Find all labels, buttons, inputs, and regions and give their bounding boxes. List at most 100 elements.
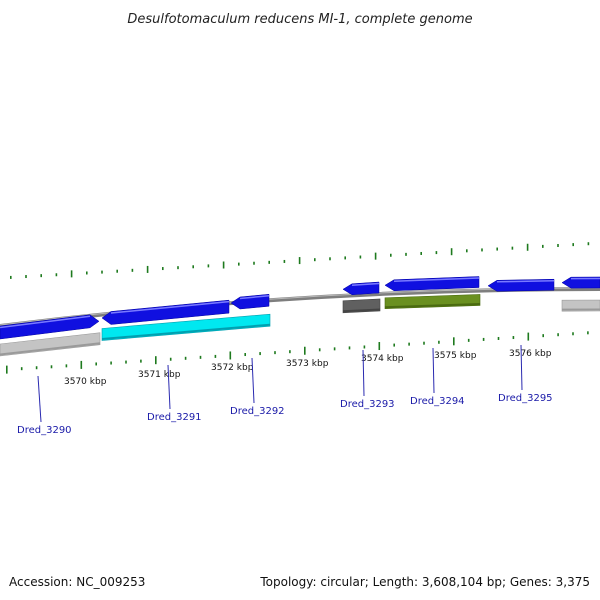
- gc-tick: [390, 253, 392, 257]
- scale-tick: [438, 340, 440, 344]
- scale-tick: [512, 336, 515, 340]
- gene-label[interactable]: Dred_3294: [410, 396, 465, 407]
- scale-tick: [50, 365, 53, 369]
- gc-tick: [207, 264, 210, 268]
- gene-box-cyan-edge: [101, 323, 271, 340]
- gc-tick: [298, 257, 301, 265]
- scale-tick: [378, 342, 381, 351]
- gene-box-gray[interactable]: [0, 332, 101, 357]
- scale-tick: [542, 334, 544, 338]
- gene-leader-line: [167, 364, 171, 410]
- scale-tick: [497, 336, 500, 340]
- kbp-label: 3576 kbp: [509, 349, 552, 359]
- gene-label[interactable]: Dred_3293: [340, 399, 395, 410]
- gc-tick: [374, 252, 377, 260]
- gene-leader-line: [37, 375, 42, 423]
- scale-tick: [35, 366, 38, 370]
- scale-tick: [110, 361, 112, 365]
- gene-label-row: Dred_3290 Dred_3291 Dred_3292 Dred_3293 Dred…: [17, 344, 553, 436]
- scale-tick: [184, 356, 187, 360]
- gene-label[interactable]: Dred_3291: [147, 412, 202, 423]
- gc-tick: [496, 247, 498, 251]
- gc-tick: [466, 249, 468, 253]
- gc-tick: [192, 265, 194, 269]
- gene-track: [0, 276, 600, 357]
- gc-tick: [131, 268, 134, 272]
- scale-tick: [214, 354, 217, 358]
- gene-label[interactable]: Dred_3292: [230, 406, 285, 417]
- gene-label[interactable]: Dred_3295: [498, 393, 553, 404]
- gc-tick: [55, 273, 58, 277]
- scale-tick: [229, 351, 232, 360]
- scale-tick: [140, 359, 142, 363]
- gc-tick: [359, 255, 362, 259]
- map-title: Desulfotomaculum reducens MI-1, complete…: [127, 12, 472, 27]
- gene-box-gray[interactable]: [561, 299, 600, 312]
- gc-tick: [116, 269, 118, 273]
- gene-label[interactable]: Dred_3290: [17, 425, 72, 436]
- scale-tick: [199, 355, 202, 359]
- gc-tick: [572, 243, 574, 247]
- gene-box-cyan[interactable]: [101, 313, 271, 341]
- gene-leader-line: [520, 344, 523, 391]
- scale-tick: [527, 332, 530, 341]
- gc-tick: [450, 248, 453, 256]
- gc-tick: [238, 262, 240, 266]
- gc-tick: [222, 261, 225, 269]
- scale-tick: [289, 350, 291, 354]
- scale-tick: [587, 331, 589, 335]
- gene-arrow[interactable]: [0, 314, 100, 340]
- scale-tick: [393, 343, 395, 347]
- gc-tick: [40, 274, 42, 278]
- gene-box-olive-edge: [384, 302, 481, 309]
- gc-tick-row: [10, 242, 590, 279]
- gc-tick: [162, 267, 164, 271]
- scale-tick: [423, 341, 425, 345]
- gene-box-gray-edge: [0, 342, 101, 356]
- scale-tick: [572, 332, 574, 336]
- gc-tick: [587, 242, 590, 246]
- gc-tick: [435, 251, 438, 255]
- scale-tick: [467, 338, 470, 342]
- gene-arrow-shine: [110, 300, 230, 314]
- gc-tick: [10, 275, 12, 279]
- scale-tick: [6, 365, 8, 374]
- gene-leader-line: [432, 347, 435, 394]
- scale-tick: [65, 364, 68, 368]
- kbp-label: 3575 kbp: [434, 351, 477, 361]
- gc-tick: [344, 256, 346, 260]
- scale-tick: [363, 345, 366, 349]
- gene-arrow[interactable]: [101, 299, 230, 325]
- gc-tick: [146, 265, 149, 273]
- gc-tick: [329, 257, 331, 261]
- scale-tick: [20, 367, 23, 371]
- genome-summary-text: Topology: circular; Length: 3,608,104 bp…: [259, 575, 590, 589]
- gc-tick: [25, 275, 27, 279]
- gc-tick: [86, 271, 88, 275]
- kbp-label: 3574 kbp: [361, 354, 404, 364]
- scale-tick: [482, 337, 485, 341]
- scale-tick: [557, 333, 559, 337]
- gc-tick: [420, 251, 422, 255]
- scale-tick: [274, 351, 276, 355]
- scale-tick: [169, 357, 172, 361]
- gc-tick: [481, 248, 483, 252]
- scale-tick: [318, 348, 321, 352]
- scale-tick: [155, 356, 157, 365]
- gc-tick: [526, 243, 529, 251]
- kbp-label: 3570 kbp: [64, 377, 107, 387]
- kbp-label: 3572 kbp: [211, 363, 254, 373]
- gene-arrow[interactable]: [561, 276, 600, 289]
- gc-tick: [557, 243, 559, 247]
- scale-tick: [348, 346, 351, 350]
- gene-leader-line: [362, 349, 365, 397]
- gc-tick: [542, 244, 544, 248]
- gene-arrow-shine: [351, 282, 380, 287]
- scale-tick: [125, 360, 127, 364]
- gc-tick: [177, 266, 179, 270]
- gc-tick: [253, 261, 255, 265]
- gc-tick: [70, 270, 73, 278]
- gene-leader-line: [251, 357, 255, 404]
- gc-tick: [314, 258, 316, 262]
